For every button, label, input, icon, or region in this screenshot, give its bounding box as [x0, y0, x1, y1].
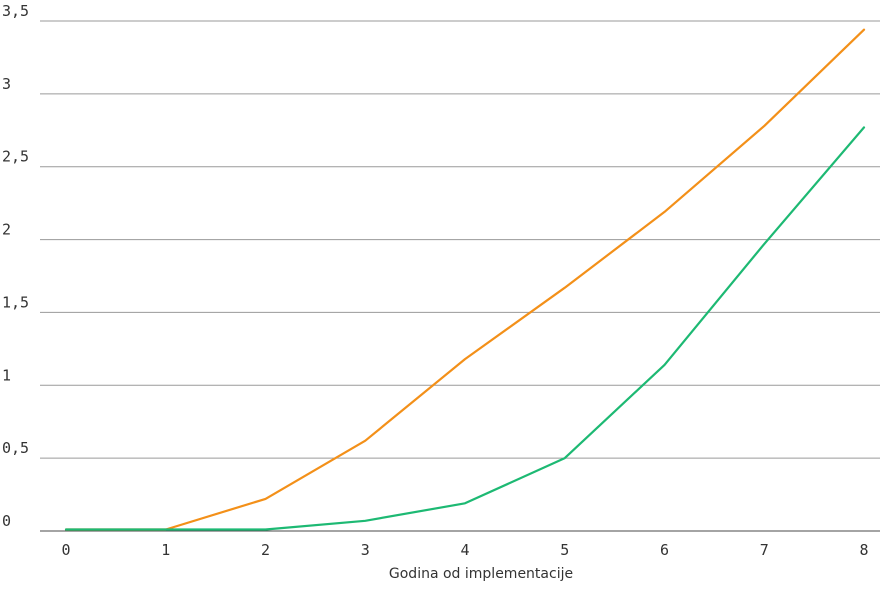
x-tick-label: 4	[460, 541, 469, 559]
y-tick-label: 1	[2, 366, 11, 384]
y-tick-label: 2,5	[2, 148, 29, 166]
x-tick-label: 7	[760, 541, 769, 559]
series-line-2	[64, 126, 866, 531]
x-tick-label: 2	[261, 541, 270, 559]
y-axis-ticks: 0 0,5 1 1,5 2 2,5 3 3,5	[2, 2, 29, 530]
x-axis-label: Godina od implementacije	[389, 566, 573, 582]
x-tick-label: 0	[61, 541, 70, 559]
x-axis-ticks: 0 1 2 3 4 5 6 7 8	[61, 541, 868, 559]
y-tick-label: 2	[2, 221, 11, 239]
x-tick-label: 6	[660, 541, 669, 559]
x-tick-label: 8	[859, 541, 868, 559]
x-tick-label: 3	[361, 541, 370, 559]
y-tick-label: 3,5	[2, 2, 29, 20]
gridlines	[40, 20, 880, 532]
series-lines	[64, 28, 866, 531]
y-tick-label: 3	[2, 75, 11, 93]
y-tick-label: 1,5	[2, 293, 29, 311]
series-line-1	[64, 28, 866, 531]
y-tick-label: 0,5	[2, 439, 29, 457]
y-tick-label: 0	[2, 512, 11, 530]
x-tick-label: 5	[560, 541, 569, 559]
x-tick-label: 1	[161, 541, 170, 559]
